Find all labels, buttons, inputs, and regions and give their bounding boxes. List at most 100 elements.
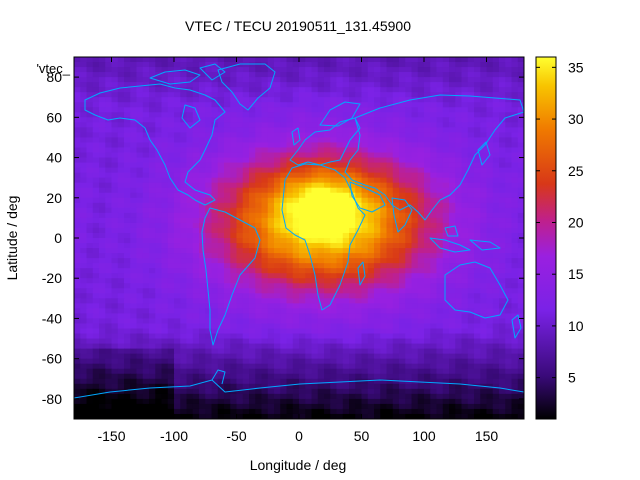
heatmap-cell — [111, 268, 119, 274]
heatmap-cell — [442, 243, 450, 249]
heatmap-cell — [99, 137, 106, 144]
heatmap-cell — [174, 97, 181, 103]
heatmap-cell — [499, 398, 506, 405]
heatmap-cell — [142, 72, 150, 78]
heatmap-cell — [511, 212, 519, 219]
heatmap-cell — [374, 263, 381, 269]
heatmap-cell — [317, 273, 325, 279]
heatmap-cell — [299, 152, 306, 159]
heatmap-cell — [92, 202, 100, 209]
heatmap-cell — [192, 248, 200, 254]
heatmap-cell — [230, 107, 238, 113]
heatmap-cell — [405, 348, 413, 355]
heatmap-cell — [274, 217, 281, 224]
heatmap-cell — [74, 403, 81, 410]
heatmap-cell — [336, 328, 344, 335]
heatmap-cell — [411, 137, 419, 144]
heatmap-cell — [486, 333, 494, 340]
heatmap-cell — [205, 192, 213, 199]
heatmap-cell — [474, 298, 481, 304]
heatmap-cell — [317, 278, 325, 284]
heatmap-cell — [136, 122, 144, 128]
heatmap-cell — [261, 222, 269, 229]
heatmap-cell — [386, 172, 394, 179]
heatmap-cell — [449, 57, 456, 63]
heatmap-cell — [230, 57, 238, 63]
heatmap-cell — [286, 212, 294, 219]
heatmap-cell — [499, 318, 506, 325]
chart-title: VTEC / TECU 20190511_131.45900 — [185, 18, 411, 34]
heatmap-cell — [167, 348, 175, 355]
heatmap-cell — [267, 263, 275, 269]
heatmap-cell — [86, 57, 94, 63]
heatmap-cell — [249, 338, 256, 345]
heatmap-cell — [380, 383, 388, 390]
heatmap-cell — [417, 72, 425, 78]
heatmap-cell — [424, 383, 431, 390]
heatmap-cell — [492, 197, 500, 204]
heatmap-cell — [349, 122, 356, 128]
heatmap-cell — [436, 368, 444, 375]
heatmap-cell — [136, 383, 144, 390]
heatmap-cell — [436, 97, 444, 103]
heatmap-cell — [386, 127, 394, 134]
heatmap-cell — [124, 212, 131, 219]
heatmap-cell — [505, 308, 513, 315]
heatmap-cell — [361, 268, 369, 274]
heatmap-cell — [124, 313, 131, 320]
heatmap-cell — [330, 102, 338, 108]
heatmap-cell — [424, 227, 431, 234]
heatmap-cell — [467, 92, 475, 98]
heatmap-cell — [417, 263, 425, 269]
heatmap-cell — [261, 102, 269, 108]
heatmap-cell — [317, 232, 325, 239]
heatmap-cell — [74, 127, 81, 134]
heatmap-cell — [511, 308, 519, 315]
heatmap-cell — [205, 122, 213, 128]
heatmap-cell — [99, 57, 106, 63]
heatmap-cell — [386, 253, 394, 259]
heatmap-cell — [205, 202, 213, 209]
heatmap-cell — [205, 87, 213, 93]
heatmap-cell — [255, 338, 263, 345]
heatmap-cell — [417, 77, 425, 83]
heatmap-cell — [467, 358, 475, 365]
heatmap-cell — [217, 238, 225, 244]
heatmap-cell — [174, 162, 181, 169]
heatmap-cell — [242, 293, 250, 299]
heatmap-cell — [249, 298, 256, 304]
heatmap-cell — [480, 243, 488, 249]
heatmap-cell — [205, 253, 213, 259]
heatmap-cell — [142, 207, 150, 214]
heatmap-cell — [361, 388, 369, 395]
heatmap-cell — [149, 227, 156, 234]
heatmap-cell — [211, 288, 219, 294]
heatmap-cell — [374, 122, 381, 128]
heatmap-cell — [505, 127, 513, 134]
heatmap-cell — [367, 142, 375, 149]
heatmap-cell — [299, 288, 306, 294]
heatmap-cell — [505, 323, 513, 330]
heatmap-cell — [142, 92, 150, 98]
heatmap-cell — [355, 207, 363, 214]
heatmap-cell — [355, 368, 363, 375]
heatmap-cell — [380, 207, 388, 214]
heatmap-cell — [92, 117, 100, 123]
heatmap-cell — [192, 227, 200, 234]
heatmap-cell — [267, 363, 275, 370]
heatmap-cell — [355, 313, 363, 320]
heatmap-cell — [324, 57, 331, 63]
heatmap-cell — [236, 333, 244, 340]
heatmap-cell — [405, 132, 413, 139]
heatmap-cell — [205, 378, 213, 385]
heatmap-cell — [330, 263, 338, 269]
heatmap-cell — [417, 368, 425, 375]
heatmap-cell — [92, 343, 100, 350]
heatmap-cell — [442, 383, 450, 390]
heatmap-cell — [442, 258, 450, 264]
heatmap-cell — [205, 278, 213, 284]
heatmap-cell — [211, 107, 219, 113]
heatmap-cell — [299, 383, 306, 390]
heatmap-cell — [80, 343, 88, 350]
heatmap-cell — [149, 263, 156, 269]
